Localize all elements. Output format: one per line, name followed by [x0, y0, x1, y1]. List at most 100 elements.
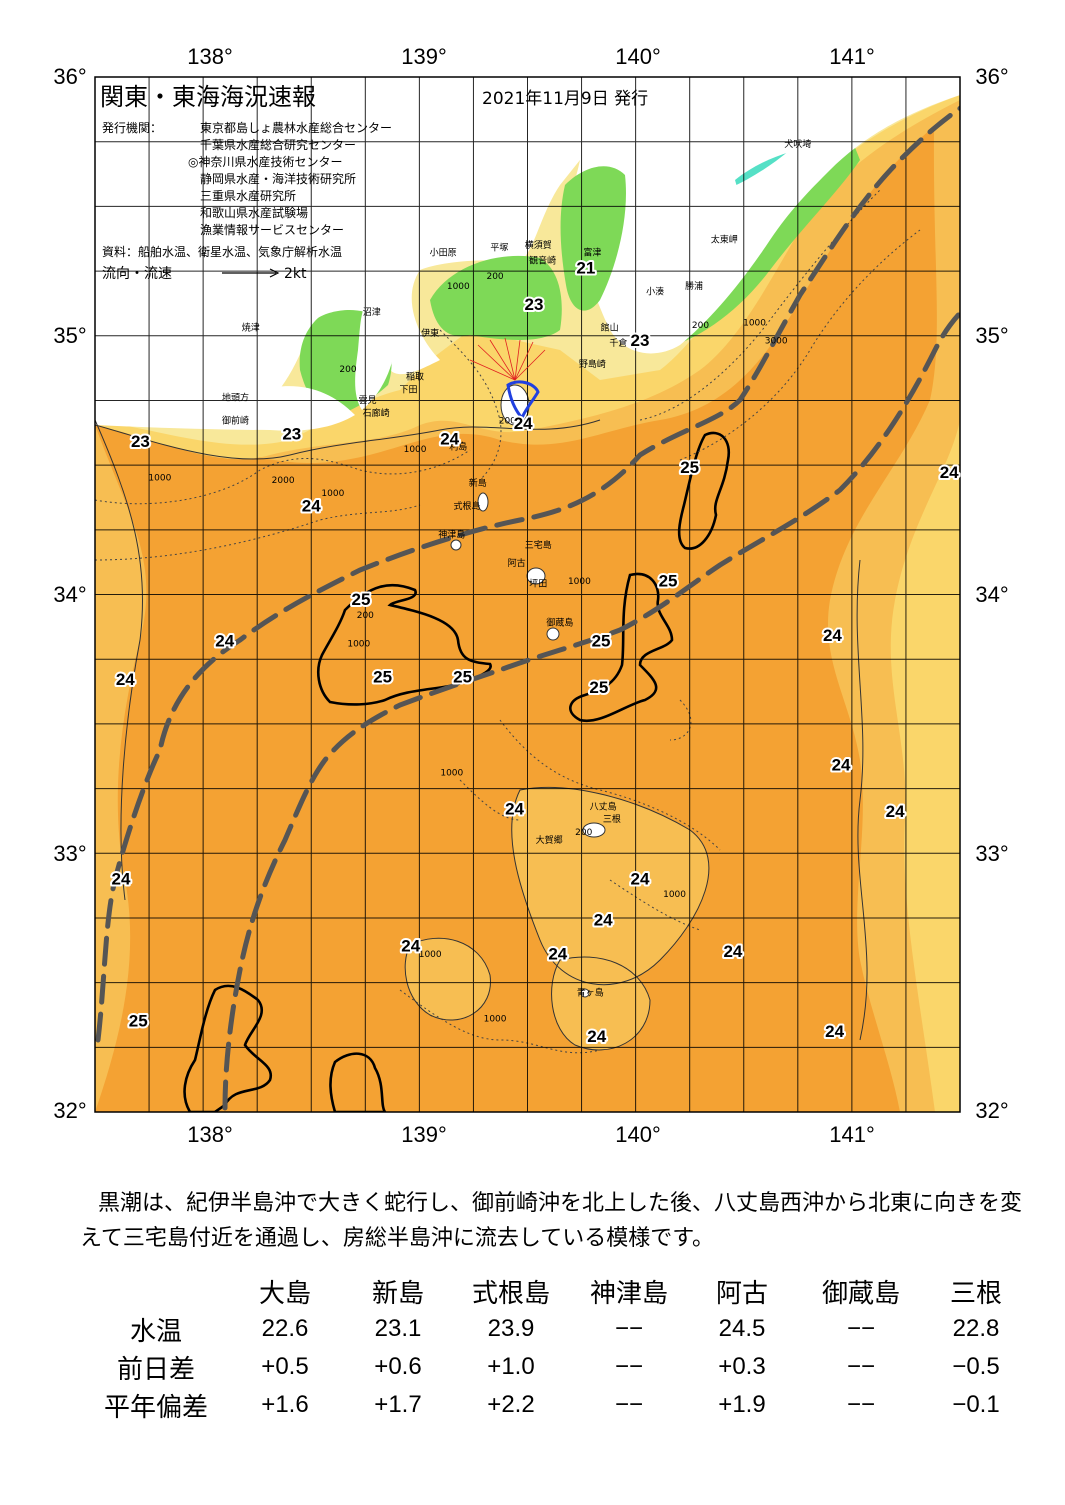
place-label: 太東岬: [711, 234, 738, 246]
place-label: 稲取: [406, 371, 424, 383]
place-label: 八丈島: [590, 800, 617, 812]
place-label: 三根: [603, 813, 621, 825]
island-kozushima: [450, 539, 462, 551]
isotherm-label: 24: [440, 429, 459, 448]
row-label: 平年偏差: [103, 1392, 208, 1423]
depth-label: 200: [575, 828, 592, 838]
place-label: 三宅島: [525, 539, 552, 551]
publisher-item: 和歌山県水産試験場: [200, 205, 308, 220]
isotherm-label: 25: [680, 458, 699, 477]
column-header: 三根: [949, 1278, 1002, 1309]
place-label: 大賀郷: [536, 834, 563, 846]
lat-label: 35°: [975, 323, 1008, 348]
isotherm-label: 24: [111, 869, 130, 888]
row-label: 水温: [129, 1316, 182, 1347]
lat-lon-grid: [95, 77, 960, 1112]
publisher-item: 漁業情報サービスセンター: [200, 223, 344, 237]
isotherm-label: 24: [630, 869, 649, 888]
column-header: 阿古: [715, 1278, 768, 1309]
table-cell: +0.6: [374, 1353, 422, 1380]
lat-label: 32°: [975, 1098, 1008, 1123]
lat-label: 34°: [975, 582, 1008, 607]
table-row: 水温 22.6 23.1 23.9 −− 24.5 −− 22.8: [86, 1310, 1026, 1348]
place-label: 犬吠埼: [784, 138, 811, 150]
place-label: 館山: [601, 322, 619, 334]
lat-label: 34°: [53, 582, 86, 607]
table-cell: −−: [614, 1315, 644, 1342]
depth-label: 1000: [148, 474, 171, 484]
flow-legend-unit: 2kt: [284, 266, 307, 282]
island-aogashima: [580, 988, 590, 998]
table-cell: +2.2: [487, 1391, 535, 1418]
lon-label: 139°: [401, 1122, 447, 1147]
table-cell: −0.5: [952, 1353, 1000, 1380]
isotherm-label: 23: [282, 424, 301, 443]
row-label: 前日差: [116, 1354, 195, 1385]
isotherm-label: 25: [592, 631, 611, 650]
map-title: 関東・東海海況速報: [100, 83, 316, 111]
data-sources: 資料：船舶水温、衛星水温、気象庁解析水温: [102, 244, 342, 259]
place-label: 野島崎: [579, 358, 606, 370]
table-corner: [86, 1272, 226, 1310]
table-cell: −−: [846, 1315, 876, 1342]
publisher-item: ◎神奈川県水産技術センター: [188, 154, 342, 169]
isotherm-label: 24: [940, 463, 959, 482]
column-header: 新島: [371, 1278, 424, 1309]
sea-mid-patch: [405, 938, 491, 1021]
table-cell: −0.1: [952, 1391, 1000, 1418]
depth-label: 1000: [568, 577, 591, 587]
isotherm-label: 24: [401, 937, 420, 956]
place-label: 式根島: [453, 500, 480, 512]
isotherm-label: 25: [589, 678, 608, 697]
isotherm-label-layer: 23 23 24 25 24 24 25 25 24 23 23 24 25 25 25 25 24 24 24 24…: [109, 257, 961, 1048]
isotherm-label: 23: [131, 432, 150, 451]
map-frame: [94, 76, 961, 1113]
table-cell: +1.0: [487, 1353, 535, 1380]
isotherm-label: 24: [505, 799, 524, 818]
isotherm-label: 25: [373, 667, 392, 686]
isotherm-label: 23: [525, 295, 544, 314]
table-cell: −−: [846, 1391, 876, 1418]
isotherm-label: 24: [215, 631, 234, 650]
place-label: 雲見: [358, 395, 376, 406]
table-cell: 22.8: [952, 1315, 1000, 1342]
lat-label: 36°: [975, 64, 1008, 89]
latitude-labels-left: 36° 35° 34° 33° 32°: [53, 64, 86, 1123]
place-label: 青ヶ島: [577, 987, 604, 999]
depth-label: 1000: [440, 769, 463, 779]
current-track: [506, 380, 540, 421]
table-cell: −−: [614, 1353, 644, 1380]
lon-label: 138°: [187, 1122, 233, 1147]
place-label: 千倉: [609, 337, 627, 349]
shelf-sagami: [430, 255, 562, 340]
table-cell: 23.1: [374, 1315, 422, 1342]
longitude-labels-bottom: 138° 139° 140° 141°: [187, 1122, 875, 1147]
sea-mid-hachijo: [511, 787, 709, 985]
isotherm-label: 25: [453, 667, 472, 686]
lon-label: 140°: [615, 44, 661, 69]
place-label: 御蔵島: [546, 617, 573, 629]
land-boso: [610, 77, 960, 354]
depth-label: 2000: [499, 417, 522, 427]
place-label: 新島: [469, 477, 487, 489]
longitude-labels-top: 138° 139° 140° 141°: [187, 44, 875, 69]
depth-label: 3000: [765, 337, 788, 347]
place-label: 坪田: [529, 579, 547, 590]
table-cell: +1.6: [261, 1391, 309, 1418]
isotherm-label: 23: [630, 331, 649, 350]
lat-label: 32°: [53, 1098, 86, 1123]
isotherm-label: 25: [659, 572, 678, 591]
publisher-item: 三重県水産研究所: [200, 188, 296, 203]
table-header-row: 大島 新島 式根島 神津島 阿古 御蔵島 三根: [86, 1272, 1026, 1310]
table-cell: −−: [846, 1353, 876, 1380]
isotherm-label: 24: [832, 755, 851, 774]
lat-label: 33°: [53, 841, 86, 866]
sea-mid-aogashima: [551, 956, 650, 1050]
isotherm-label: 24: [723, 942, 742, 961]
latitude-labels-right: 36° 35° 34° 33° 32°: [975, 64, 1008, 1123]
place-label: 平塚: [490, 242, 508, 253]
place-label: 観音崎: [529, 254, 556, 266]
table-cell: 23.9: [487, 1315, 535, 1342]
isotherm-label: 24: [116, 670, 135, 689]
